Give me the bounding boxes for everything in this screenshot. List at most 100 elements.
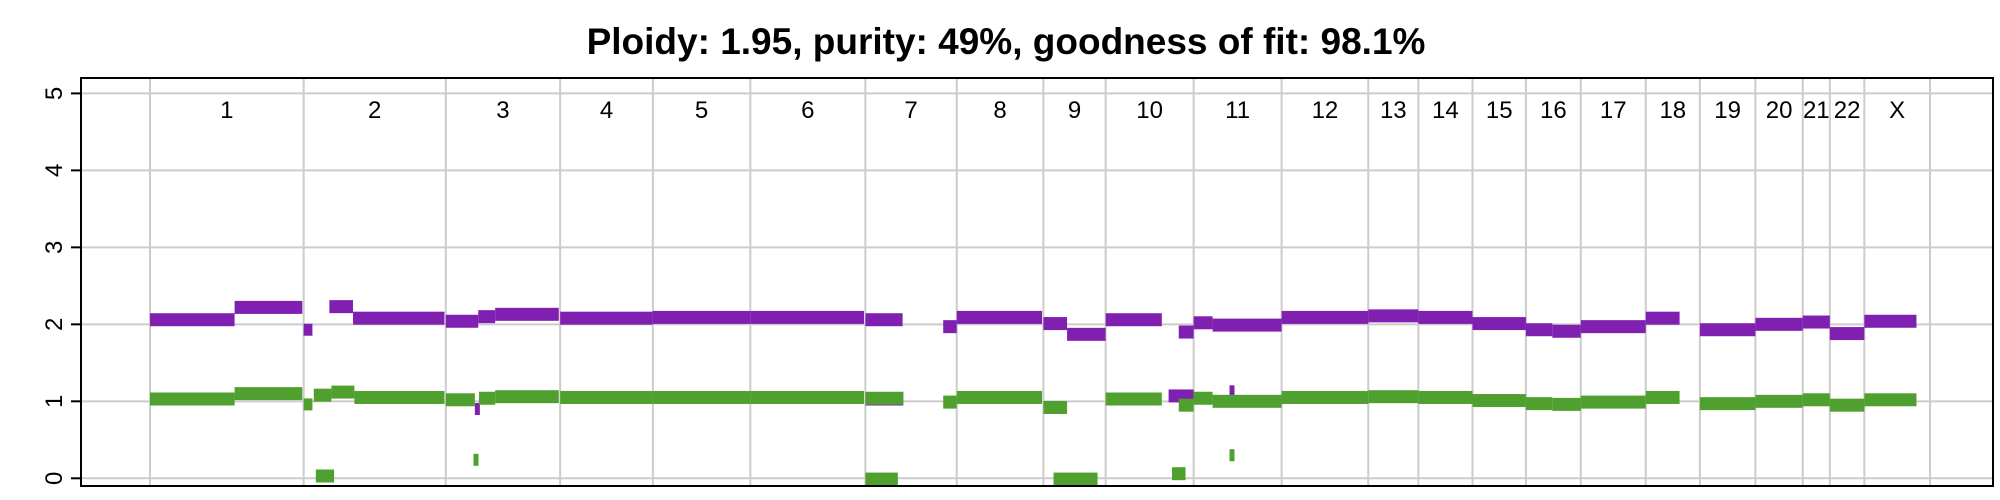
chromosome-label: 14	[1432, 97, 1459, 124]
minor-cn-segment	[1229, 449, 1235, 462]
total-cn-segment	[652, 310, 751, 324]
chart-grid	[81, 78, 1993, 486]
total-cn-segment	[1105, 313, 1162, 327]
total-cn-segment	[865, 313, 903, 327]
total-cn-segment	[353, 311, 445, 325]
chromosome-label: 8	[993, 97, 1006, 124]
minor-cn-segment	[1552, 397, 1581, 411]
total-cn-segment	[1699, 323, 1756, 337]
total-cn-segment	[1580, 320, 1646, 334]
total-cn-segment	[474, 403, 480, 416]
y-tick-label: 5	[41, 87, 68, 100]
minor-cn-segment	[445, 393, 475, 407]
minor-cn-segment	[560, 390, 653, 404]
minor-cn-segment	[1193, 391, 1213, 405]
total-cn-segment	[1829, 327, 1865, 341]
minor-cn-segment	[1105, 392, 1162, 406]
chromosome-label: 20	[1766, 97, 1793, 124]
chromosome-label: 4	[600, 97, 613, 124]
minor-cn-segment	[750, 390, 865, 404]
minor-cn-segment	[1281, 390, 1369, 404]
minor-cn-segment	[495, 390, 559, 404]
chromosome-label: 22	[1834, 97, 1861, 124]
minor-cn-segment	[234, 387, 303, 401]
total-cn-segment	[1525, 323, 1553, 337]
chromosome-label: 10	[1136, 97, 1163, 124]
total-cn-segment	[445, 314, 479, 328]
chromosome-label: 3	[496, 97, 509, 124]
minor-cn-segment	[150, 392, 235, 406]
minor-cn-segment	[1053, 472, 1098, 486]
minor-cn-segment	[865, 472, 898, 486]
chromosome-label: 21	[1803, 97, 1830, 124]
total-cn-segment	[329, 300, 354, 314]
minor-cn-segment	[652, 390, 751, 404]
minor-cn-segment	[1418, 390, 1473, 404]
minor-cn-segment	[1580, 395, 1646, 409]
minor-cn-segment	[478, 391, 496, 405]
total-cn-segment	[1755, 317, 1803, 331]
chromosome-label: 11	[1225, 97, 1250, 124]
minor-cn-segment	[956, 390, 1043, 404]
total-cn-segment	[956, 310, 1043, 324]
minor-cn-segment	[303, 398, 313, 411]
total-cn-segment	[1418, 310, 1473, 324]
minor-cn-segment	[1368, 390, 1419, 404]
chromosome-label: 7	[904, 97, 917, 124]
total-cn-segment	[1552, 324, 1581, 338]
total-cn-segment	[1472, 317, 1526, 331]
minor-cn-segment	[473, 453, 479, 466]
total-cn-segment	[150, 313, 235, 327]
chart-segments	[150, 300, 1917, 486]
total-cn-segment	[1645, 311, 1680, 325]
total-cn-segment	[1178, 325, 1194, 339]
chromosome-label: 19	[1714, 97, 1741, 124]
minor-cn-segment	[1645, 390, 1680, 404]
total-cn-segment	[1043, 317, 1068, 331]
minor-cn-segment	[1212, 394, 1282, 408]
total-cn-segment	[1802, 315, 1830, 329]
total-cn-segment	[234, 300, 303, 314]
minor-cn-segment	[1864, 393, 1917, 407]
minor-cn-segment	[865, 391, 904, 405]
total-cn-segment	[943, 320, 957, 334]
total-cn-segment	[1193, 316, 1213, 330]
chart-title: Ploidy: 1.95, purity: 49%, goodness of f…	[587, 21, 1426, 62]
minor-cn-segment	[1043, 400, 1068, 414]
minor-cn-segment	[1699, 397, 1756, 411]
chromosome-label: 9	[1068, 97, 1081, 124]
total-cn-segment	[1212, 318, 1282, 332]
minor-cn-segment	[1171, 467, 1186, 481]
total-cn-segment	[1864, 314, 1917, 328]
chromosome-label: 2	[368, 97, 381, 124]
chromosome-label: 12	[1312, 97, 1339, 124]
minor-cn-segment	[331, 385, 355, 399]
y-tick-label: 3	[41, 241, 68, 254]
y-axis: 0 1 2 3 4 5	[41, 87, 81, 485]
minor-cn-segment	[1829, 398, 1865, 412]
minor-cn-segment	[354, 390, 445, 404]
chromosome-label: 5	[695, 97, 708, 124]
total-cn-segment	[750, 310, 865, 324]
chromosome-label: 18	[1659, 97, 1686, 124]
total-cn-segment	[1281, 310, 1369, 324]
y-tick-label: 2	[41, 318, 68, 331]
chromosome-label: 1	[220, 97, 233, 124]
chromosome-label: 15	[1486, 97, 1513, 124]
chromosome-label: 13	[1380, 97, 1407, 124]
total-cn-segment	[303, 323, 313, 336]
minor-cn-segment	[1755, 394, 1803, 408]
minor-cn-segment	[1802, 393, 1830, 407]
total-cn-segment	[560, 311, 653, 325]
plot-frame	[80, 77, 1994, 487]
total-cn-segment	[495, 307, 559, 321]
minor-cn-segment	[315, 469, 335, 483]
total-cn-segment	[1067, 327, 1106, 341]
total-cn-segment	[1229, 385, 1235, 398]
minor-cn-segment	[1472, 394, 1526, 408]
minor-cn-segment	[943, 395, 957, 409]
chromosome-label: 17	[1600, 97, 1627, 124]
chromosome-label: 16	[1540, 97, 1567, 124]
chromosome-label: X	[1889, 97, 1905, 124]
